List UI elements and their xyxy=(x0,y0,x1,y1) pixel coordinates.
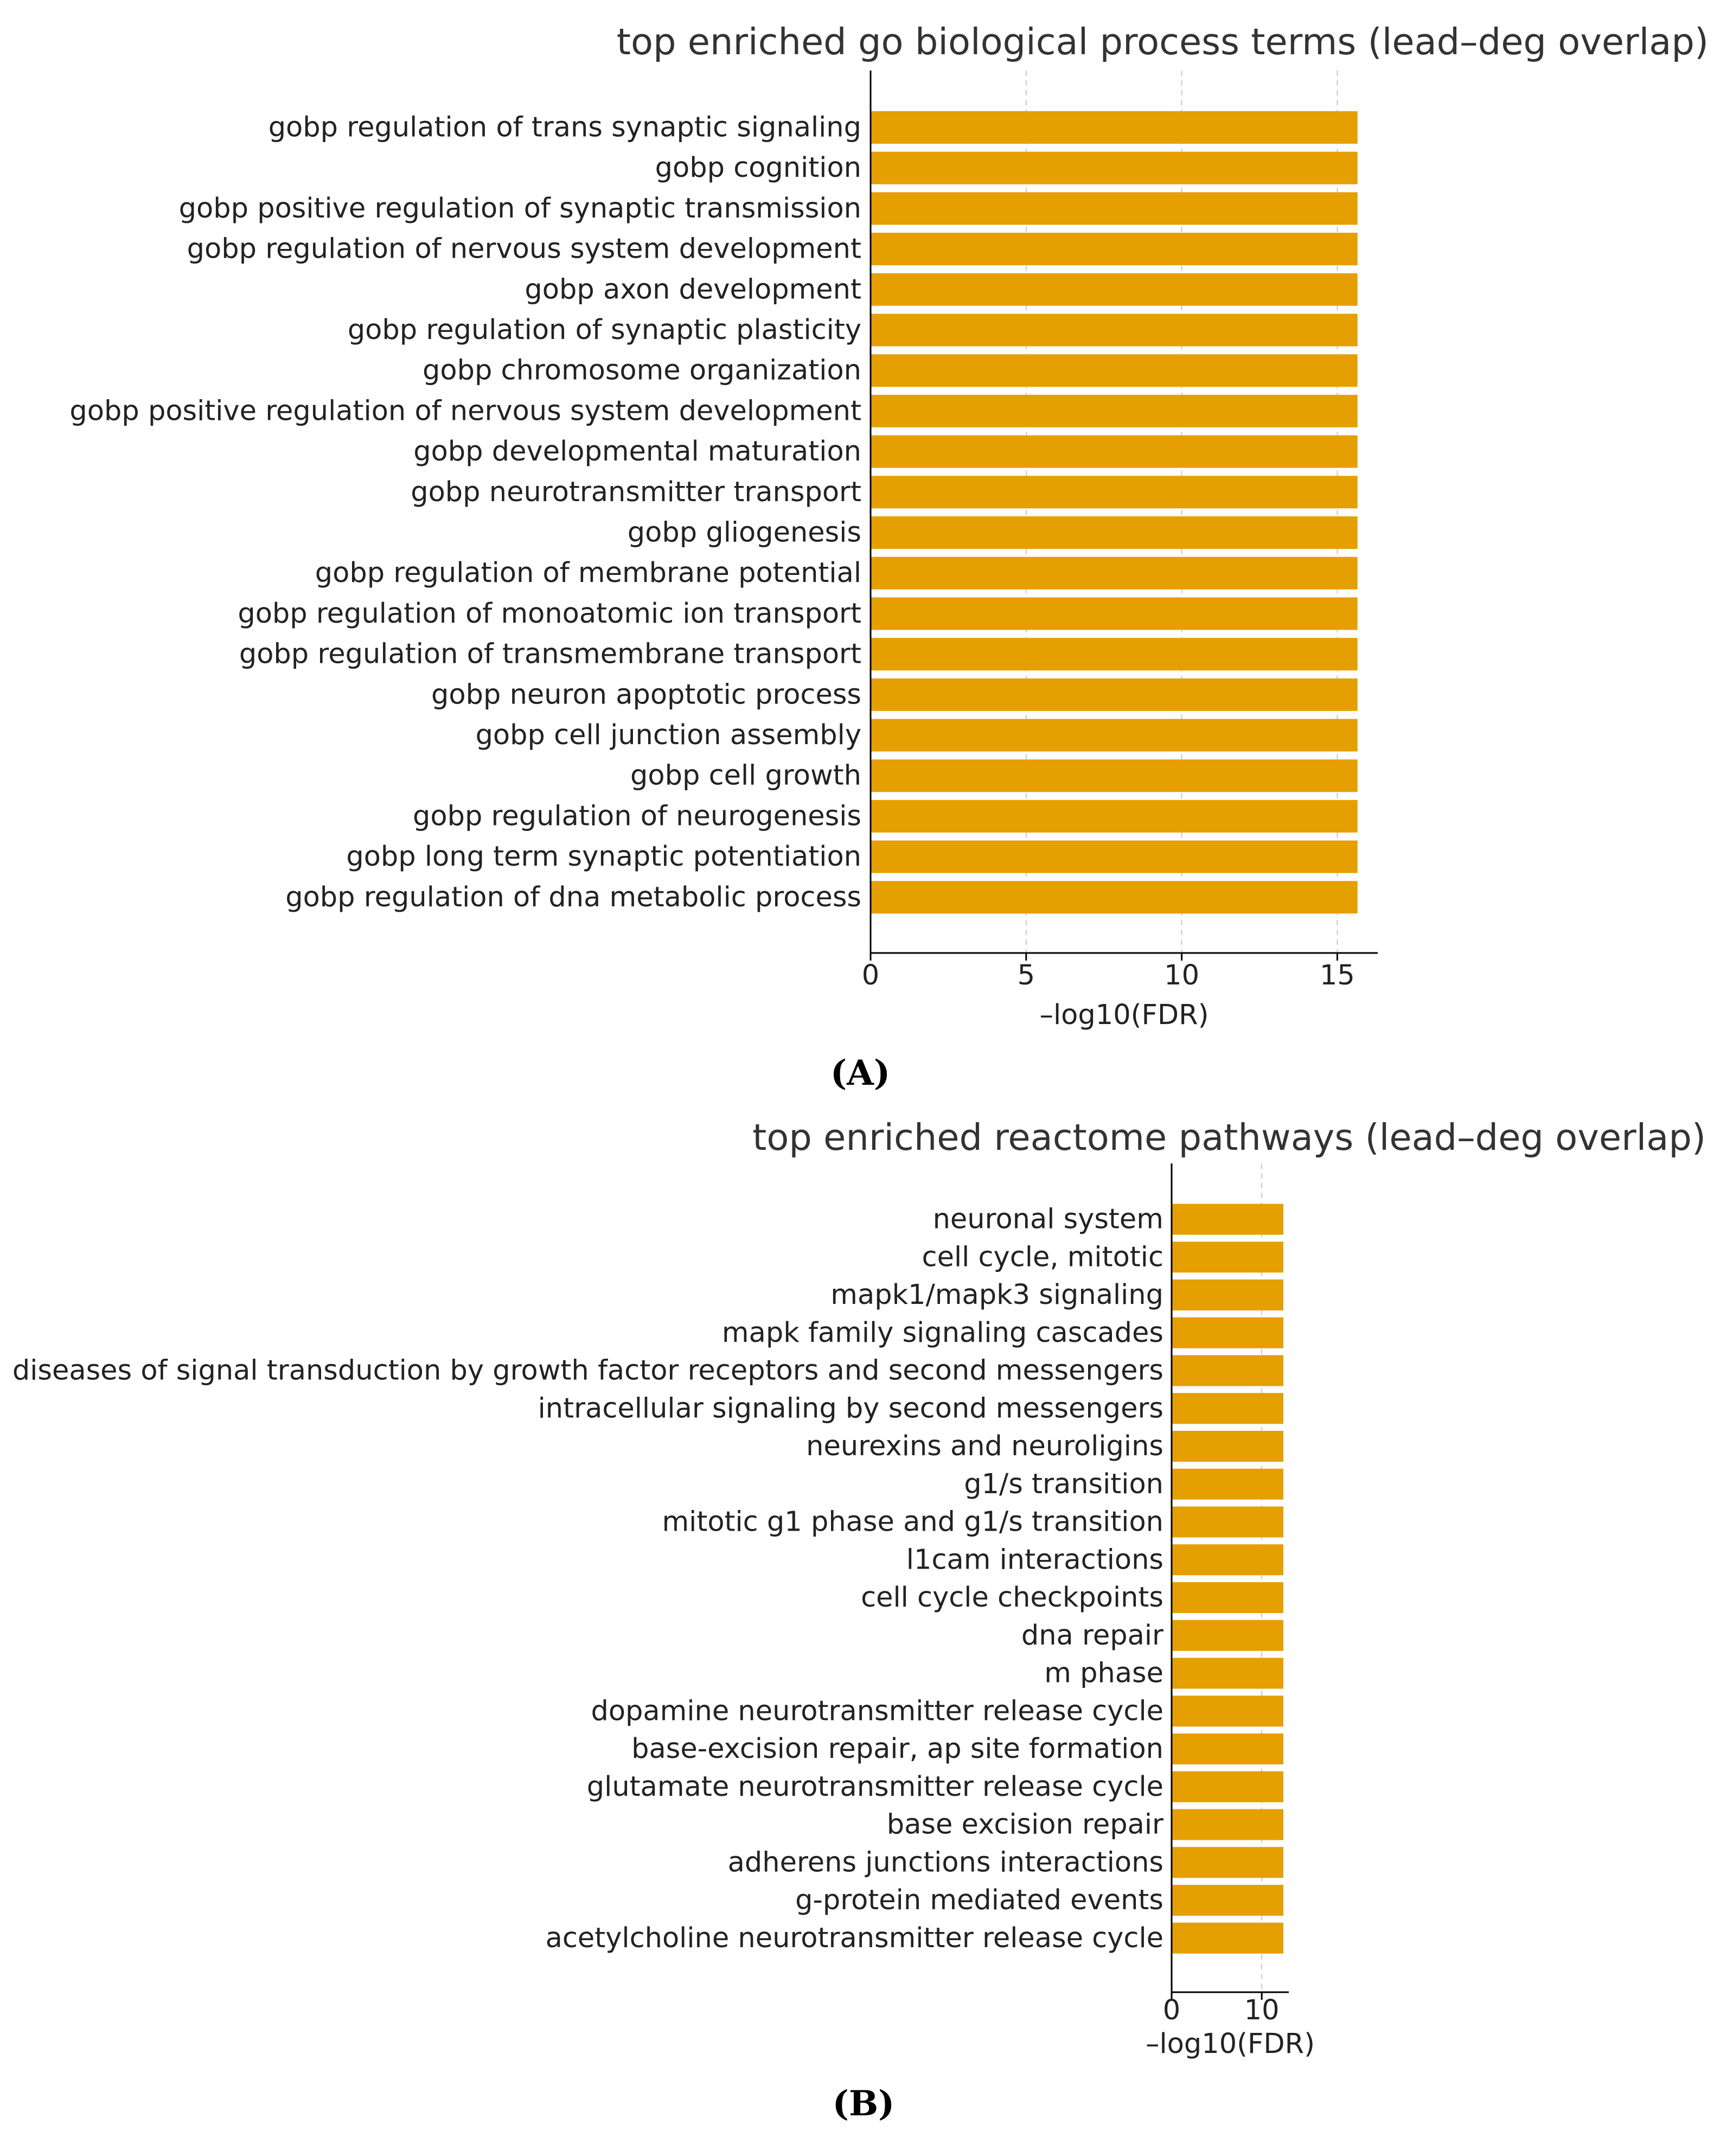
bar xyxy=(871,111,1358,144)
bar xyxy=(871,354,1358,387)
x-axis-label: –log10(FDR) xyxy=(1040,999,1209,1031)
category-label: gobp regulation of synaptic plasticity xyxy=(348,314,861,346)
panel-label: (B) xyxy=(833,2083,895,2124)
bar xyxy=(871,314,1358,347)
bar xyxy=(871,435,1358,468)
bar xyxy=(1172,1696,1284,1727)
bar xyxy=(871,192,1358,225)
x-tick-label: 0 xyxy=(1163,1994,1180,2026)
category-label: gobp axon development xyxy=(525,273,861,305)
bar xyxy=(1172,1431,1284,1462)
category-label: gobp regulation of neurogenesis xyxy=(413,800,861,832)
category-label: gobp developmental maturation xyxy=(413,436,861,468)
category-label: acetylcholine neurotransmitter release c… xyxy=(546,1922,1163,1954)
category-label: glutamate neurotransmitter release cycle xyxy=(587,1771,1163,1803)
category-label: adherens junctions interactions xyxy=(728,1846,1163,1878)
bar xyxy=(1172,1506,1284,1538)
bar xyxy=(1172,1885,1284,1916)
category-label: gobp regulation of transmembrane transpo… xyxy=(239,638,861,670)
bar xyxy=(1172,1242,1284,1273)
category-label: cell cycle, mitotic xyxy=(922,1241,1163,1273)
category-label: mitotic g1 phase and g1/s transition xyxy=(662,1506,1163,1538)
bar xyxy=(1172,1771,1284,1802)
bar xyxy=(1172,1809,1284,1840)
bar xyxy=(871,799,1358,833)
bar xyxy=(871,233,1358,266)
bar xyxy=(1172,1317,1284,1348)
bar xyxy=(871,476,1358,509)
bar xyxy=(871,597,1358,630)
category-label: mapk1/mapk3 signaling xyxy=(830,1279,1163,1311)
bar xyxy=(1172,1733,1284,1764)
category-label: g-protein mediated events xyxy=(795,1884,1163,1916)
bar xyxy=(871,881,1358,914)
category-label: gobp regulation of dna metabolic process xyxy=(285,881,861,913)
x-tick-label: 5 xyxy=(1018,959,1035,991)
chart-title: top enriched go biological process terms… xyxy=(617,21,1709,63)
category-label: base-excision repair, ap site formation xyxy=(631,1733,1163,1765)
category-label: neurexins and neuroligins xyxy=(806,1430,1163,1462)
bar xyxy=(871,638,1358,671)
category-label: gobp cognition xyxy=(655,152,861,184)
bar xyxy=(871,273,1358,306)
bar xyxy=(1172,1468,1284,1500)
category-label: dopamine neurotransmitter release cycle xyxy=(591,1695,1163,1727)
panel-label: (A) xyxy=(830,1053,890,1093)
x-tick-label: 0 xyxy=(862,959,879,991)
bar xyxy=(1172,1922,1284,1954)
category-label: base excision repair xyxy=(887,1809,1163,1841)
category-label: gobp regulation of membrane potential xyxy=(315,557,861,589)
bar xyxy=(1172,1544,1284,1576)
category-label: gobp neurotransmitter transport xyxy=(411,476,861,508)
x-tick-label: 10 xyxy=(1164,959,1199,991)
bar xyxy=(1172,1355,1284,1386)
category-label: dna repair xyxy=(1021,1620,1163,1652)
category-label: gobp cell junction assembly xyxy=(476,719,861,751)
bar xyxy=(1172,1847,1284,1878)
category-label: g1/s transition xyxy=(964,1468,1163,1500)
category-label: gobp positive regulation of nervous syst… xyxy=(69,395,861,427)
category-label: gobp regulation of trans synaptic signal… xyxy=(268,112,861,144)
bar xyxy=(1172,1620,1284,1651)
bar xyxy=(1172,1204,1284,1235)
category-label: gobp neuron apoptotic process xyxy=(431,679,861,711)
bar xyxy=(871,840,1358,873)
bar xyxy=(871,678,1358,711)
bar xyxy=(1172,1658,1284,1689)
bar xyxy=(1172,1582,1284,1613)
category-label: diseases of signal transduction by growt… xyxy=(12,1355,1163,1387)
category-label: gobp long term synaptic potentiation xyxy=(346,841,861,873)
category-label: l1cam interactions xyxy=(906,1544,1163,1576)
bar xyxy=(1172,1393,1284,1424)
category-label: intracellular signaling by second messen… xyxy=(538,1392,1163,1424)
bar xyxy=(871,516,1358,549)
bar xyxy=(871,719,1358,752)
x-tick-label: 15 xyxy=(1320,959,1355,991)
x-axis-label: –log10(FDR) xyxy=(1146,2028,1315,2060)
bar xyxy=(871,556,1358,590)
bar xyxy=(871,394,1358,427)
category-label: gobp gliogenesis xyxy=(628,517,861,549)
category-label: neuronal system xyxy=(933,1204,1163,1236)
category-label: gobp regulation of nervous system develo… xyxy=(187,233,861,265)
category-label: gobp cell growth xyxy=(630,760,861,792)
category-label: gobp regulation of monoatomic ion transp… xyxy=(238,598,861,630)
category-label: mapk family signaling cascades xyxy=(722,1317,1163,1349)
x-tick-label: 10 xyxy=(1244,1994,1280,2026)
bar xyxy=(1172,1279,1284,1310)
category-label: gobp positive regulation of synaptic tra… xyxy=(179,193,861,225)
bar xyxy=(871,759,1358,792)
bar xyxy=(871,151,1358,184)
chart-title: top enriched reactome pathways (lead–deg… xyxy=(752,1116,1706,1159)
category-label: m phase xyxy=(1044,1658,1163,1690)
category-label: cell cycle checkpoints xyxy=(861,1582,1163,1614)
category-label: gobp chromosome organization xyxy=(423,355,861,387)
